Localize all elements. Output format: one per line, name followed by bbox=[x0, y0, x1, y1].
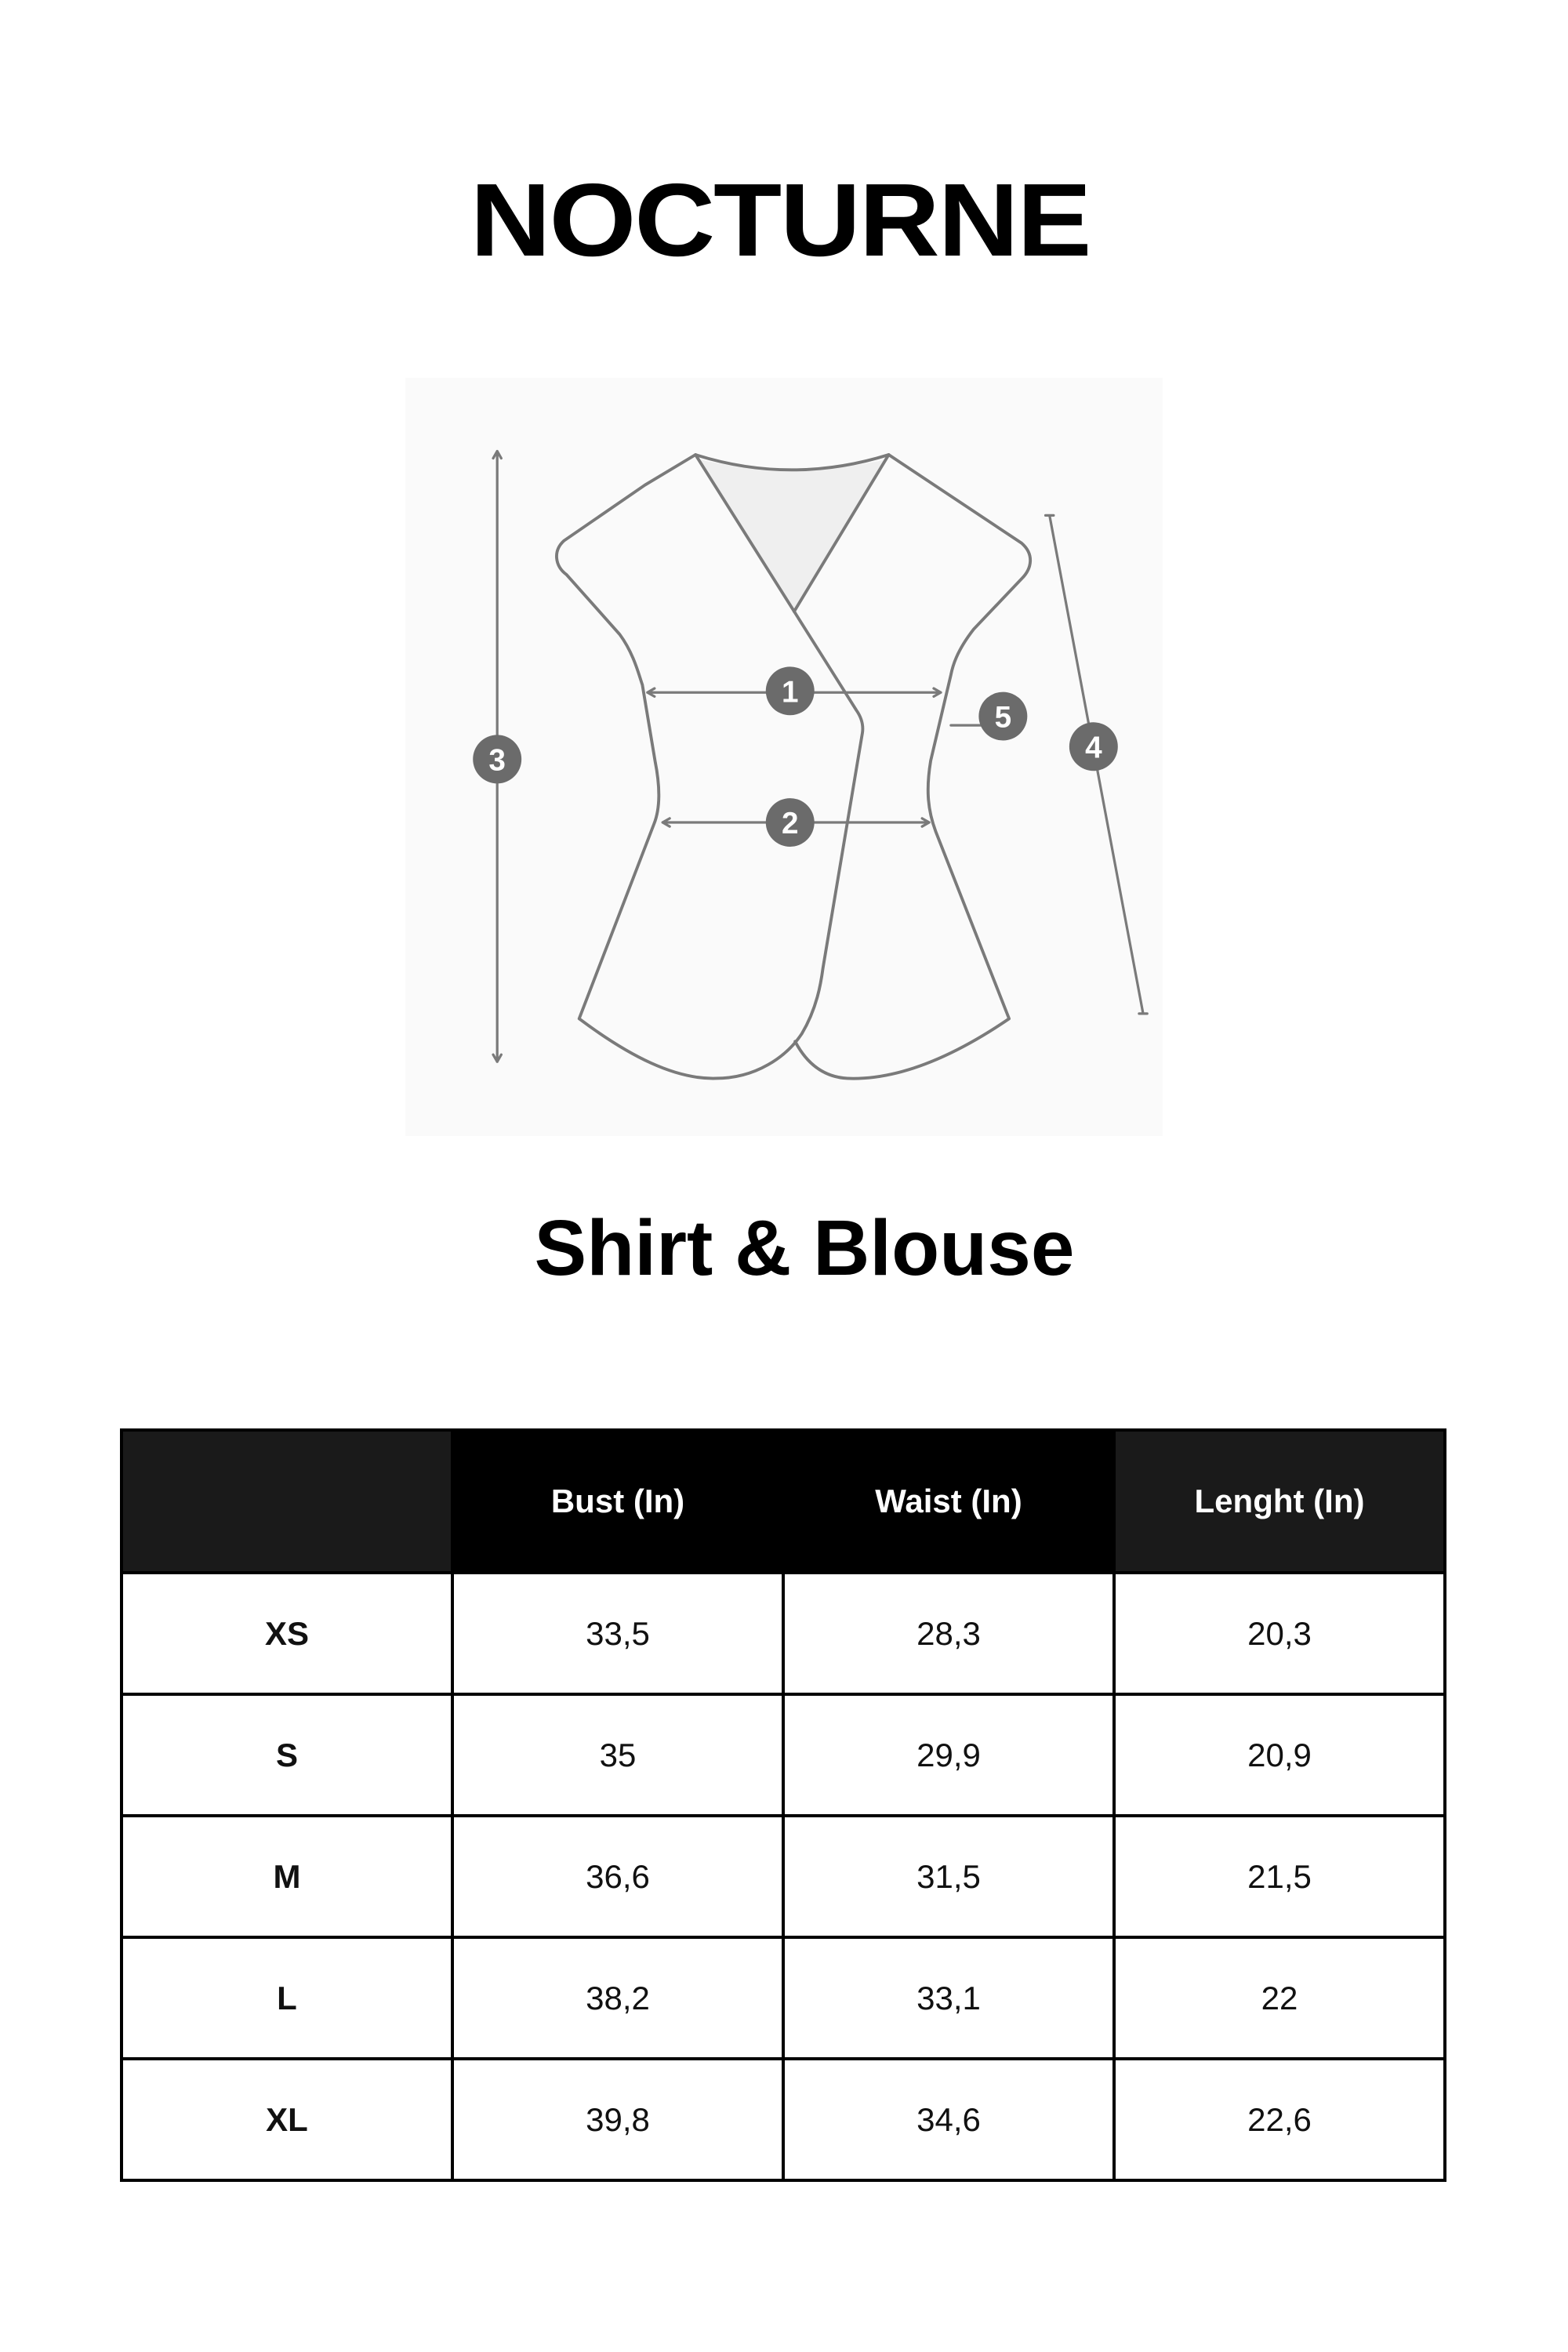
bust-cell: 35 bbox=[451, 1693, 785, 1817]
measurement-diagram: 1 2 3 4 5 bbox=[405, 378, 1163, 1136]
right-panel-outline bbox=[793, 453, 1033, 1080]
bust-cell: 36,6 bbox=[451, 1814, 785, 1939]
waist-cell: 33,1 bbox=[782, 1936, 1116, 2060]
page-title: Shirt & Blouse bbox=[534, 1204, 1075, 1292]
marker-4: 4 bbox=[1069, 722, 1118, 771]
brand-logo: NOCTURNE bbox=[470, 162, 1092, 278]
neck-fill bbox=[700, 459, 886, 612]
bust-cell: 33,5 bbox=[451, 1571, 785, 1696]
table-row: S 35 29,9 20,9 bbox=[120, 1693, 1446, 1817]
size-cell: L bbox=[120, 1936, 454, 2060]
marker-2: 2 bbox=[765, 798, 815, 847]
waist-cell: 28,3 bbox=[782, 1571, 1116, 1696]
svg-text:2: 2 bbox=[782, 807, 799, 840]
size-cell: S bbox=[120, 1693, 454, 1817]
marker-3: 3 bbox=[473, 735, 522, 784]
table-row: M 36,6 31,5 21,5 bbox=[120, 1814, 1446, 1939]
size-chart-table: Bust (In) Waist (In) Lenght (In) XS 33,5 2… bbox=[120, 1428, 1446, 2182]
length-cell: 20,9 bbox=[1112, 1693, 1446, 1817]
svg-text:1: 1 bbox=[782, 675, 799, 709]
marker-5: 5 bbox=[978, 691, 1028, 741]
waist-cell: 34,6 bbox=[782, 2057, 1116, 2182]
header-size bbox=[120, 1428, 454, 1574]
header-bust: Bust (In) bbox=[451, 1428, 785, 1574]
svg-text:4: 4 bbox=[1085, 731, 1102, 764]
marker-1: 1 bbox=[765, 666, 815, 716]
length-cell: 20,3 bbox=[1112, 1571, 1446, 1696]
right-lapel bbox=[792, 453, 891, 613]
table-row: XS 33,5 28,3 20,3 bbox=[120, 1571, 1446, 1696]
size-cell: XL bbox=[120, 2057, 454, 2182]
header-waist: Waist (In) bbox=[782, 1428, 1116, 1574]
svg-text:5: 5 bbox=[995, 701, 1012, 735]
bust-cell: 39,8 bbox=[451, 2057, 785, 2182]
table-row: XL 39,8 34,6 22,6 bbox=[120, 2057, 1446, 2182]
size-cell: XS bbox=[120, 1571, 454, 1696]
neckline bbox=[694, 453, 891, 472]
length-cell: 22,6 bbox=[1112, 2057, 1446, 2182]
svg-text:3: 3 bbox=[488, 744, 506, 778]
waist-cell: 29,9 bbox=[782, 1693, 1116, 1817]
size-cell: M bbox=[120, 1814, 454, 1939]
waist-cell: 31,5 bbox=[782, 1814, 1116, 1939]
table-header-row: Bust (In) Waist (In) Lenght (In) bbox=[120, 1428, 1446, 1574]
length-cell: 22 bbox=[1112, 1936, 1446, 2060]
table-row: L 38,2 33,1 22 bbox=[120, 1936, 1446, 2060]
header-length: Lenght (In) bbox=[1112, 1428, 1446, 1574]
left-panel-outline bbox=[555, 453, 865, 1080]
bust-cell: 38,2 bbox=[451, 1936, 785, 2060]
length-cell: 21,5 bbox=[1112, 1814, 1446, 1939]
blouse-illustration: 1 2 3 4 5 bbox=[473, 449, 1149, 1080]
